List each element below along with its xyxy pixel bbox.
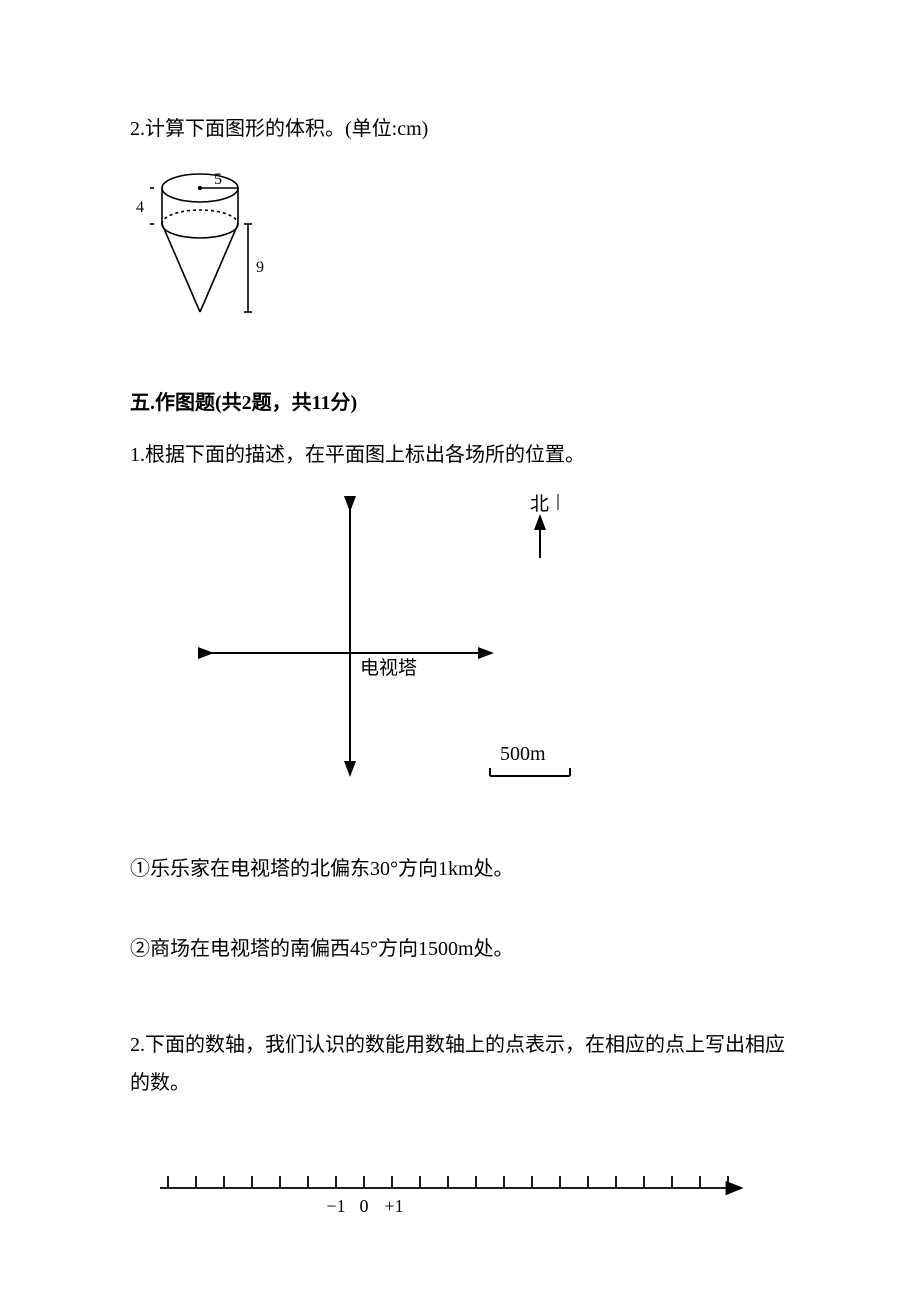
compass-diagram-icon: 电视塔 北 500m [170,488,610,808]
q5-2-figure: −1 0 +1 [130,1158,790,1228]
cylinder-cone-icon: 5 4 9 [130,162,290,342]
label-zero: 0 [360,1196,369,1216]
number-line-icon: −1 0 +1 [140,1158,760,1228]
label-neg1: −1 [326,1196,345,1216]
q5-1-sub2: ②商场在电视塔的南偏西45°方向1500m处。 [130,930,790,968]
q5-1-sub1: ①乐乐家在电视塔的北偏东30°方向1km处。 [130,850,790,888]
q2-text: 2.计算下面图形的体积。(单位:cm) [130,110,790,148]
q2-figure: 5 4 9 [130,162,790,342]
cyl-height-label: 4 [136,199,144,216]
scale-label: 500m [500,743,546,765]
q5-2-text: 2.下面的数轴，我们认识的数能用数轴上的点表示，在相应的点上写出相应的数。 [130,1026,790,1102]
q5-1-text: 1.根据下面的描述，在平面图上标出各场所的位置。 [130,436,790,474]
center-label: 电视塔 [360,657,417,679]
radius-label: 5 [214,171,222,188]
page-root: 2.计算下面图形的体积。(单位:cm) [0,0,920,1302]
section5-heading: 五.作图题(共2题，共11分) [130,384,790,422]
q5-1-figure: 电视塔 北 500m [130,488,790,808]
north-label: 北 [530,493,549,515]
label-pos1: +1 [384,1196,403,1216]
cone-height-label: 9 [256,259,264,276]
